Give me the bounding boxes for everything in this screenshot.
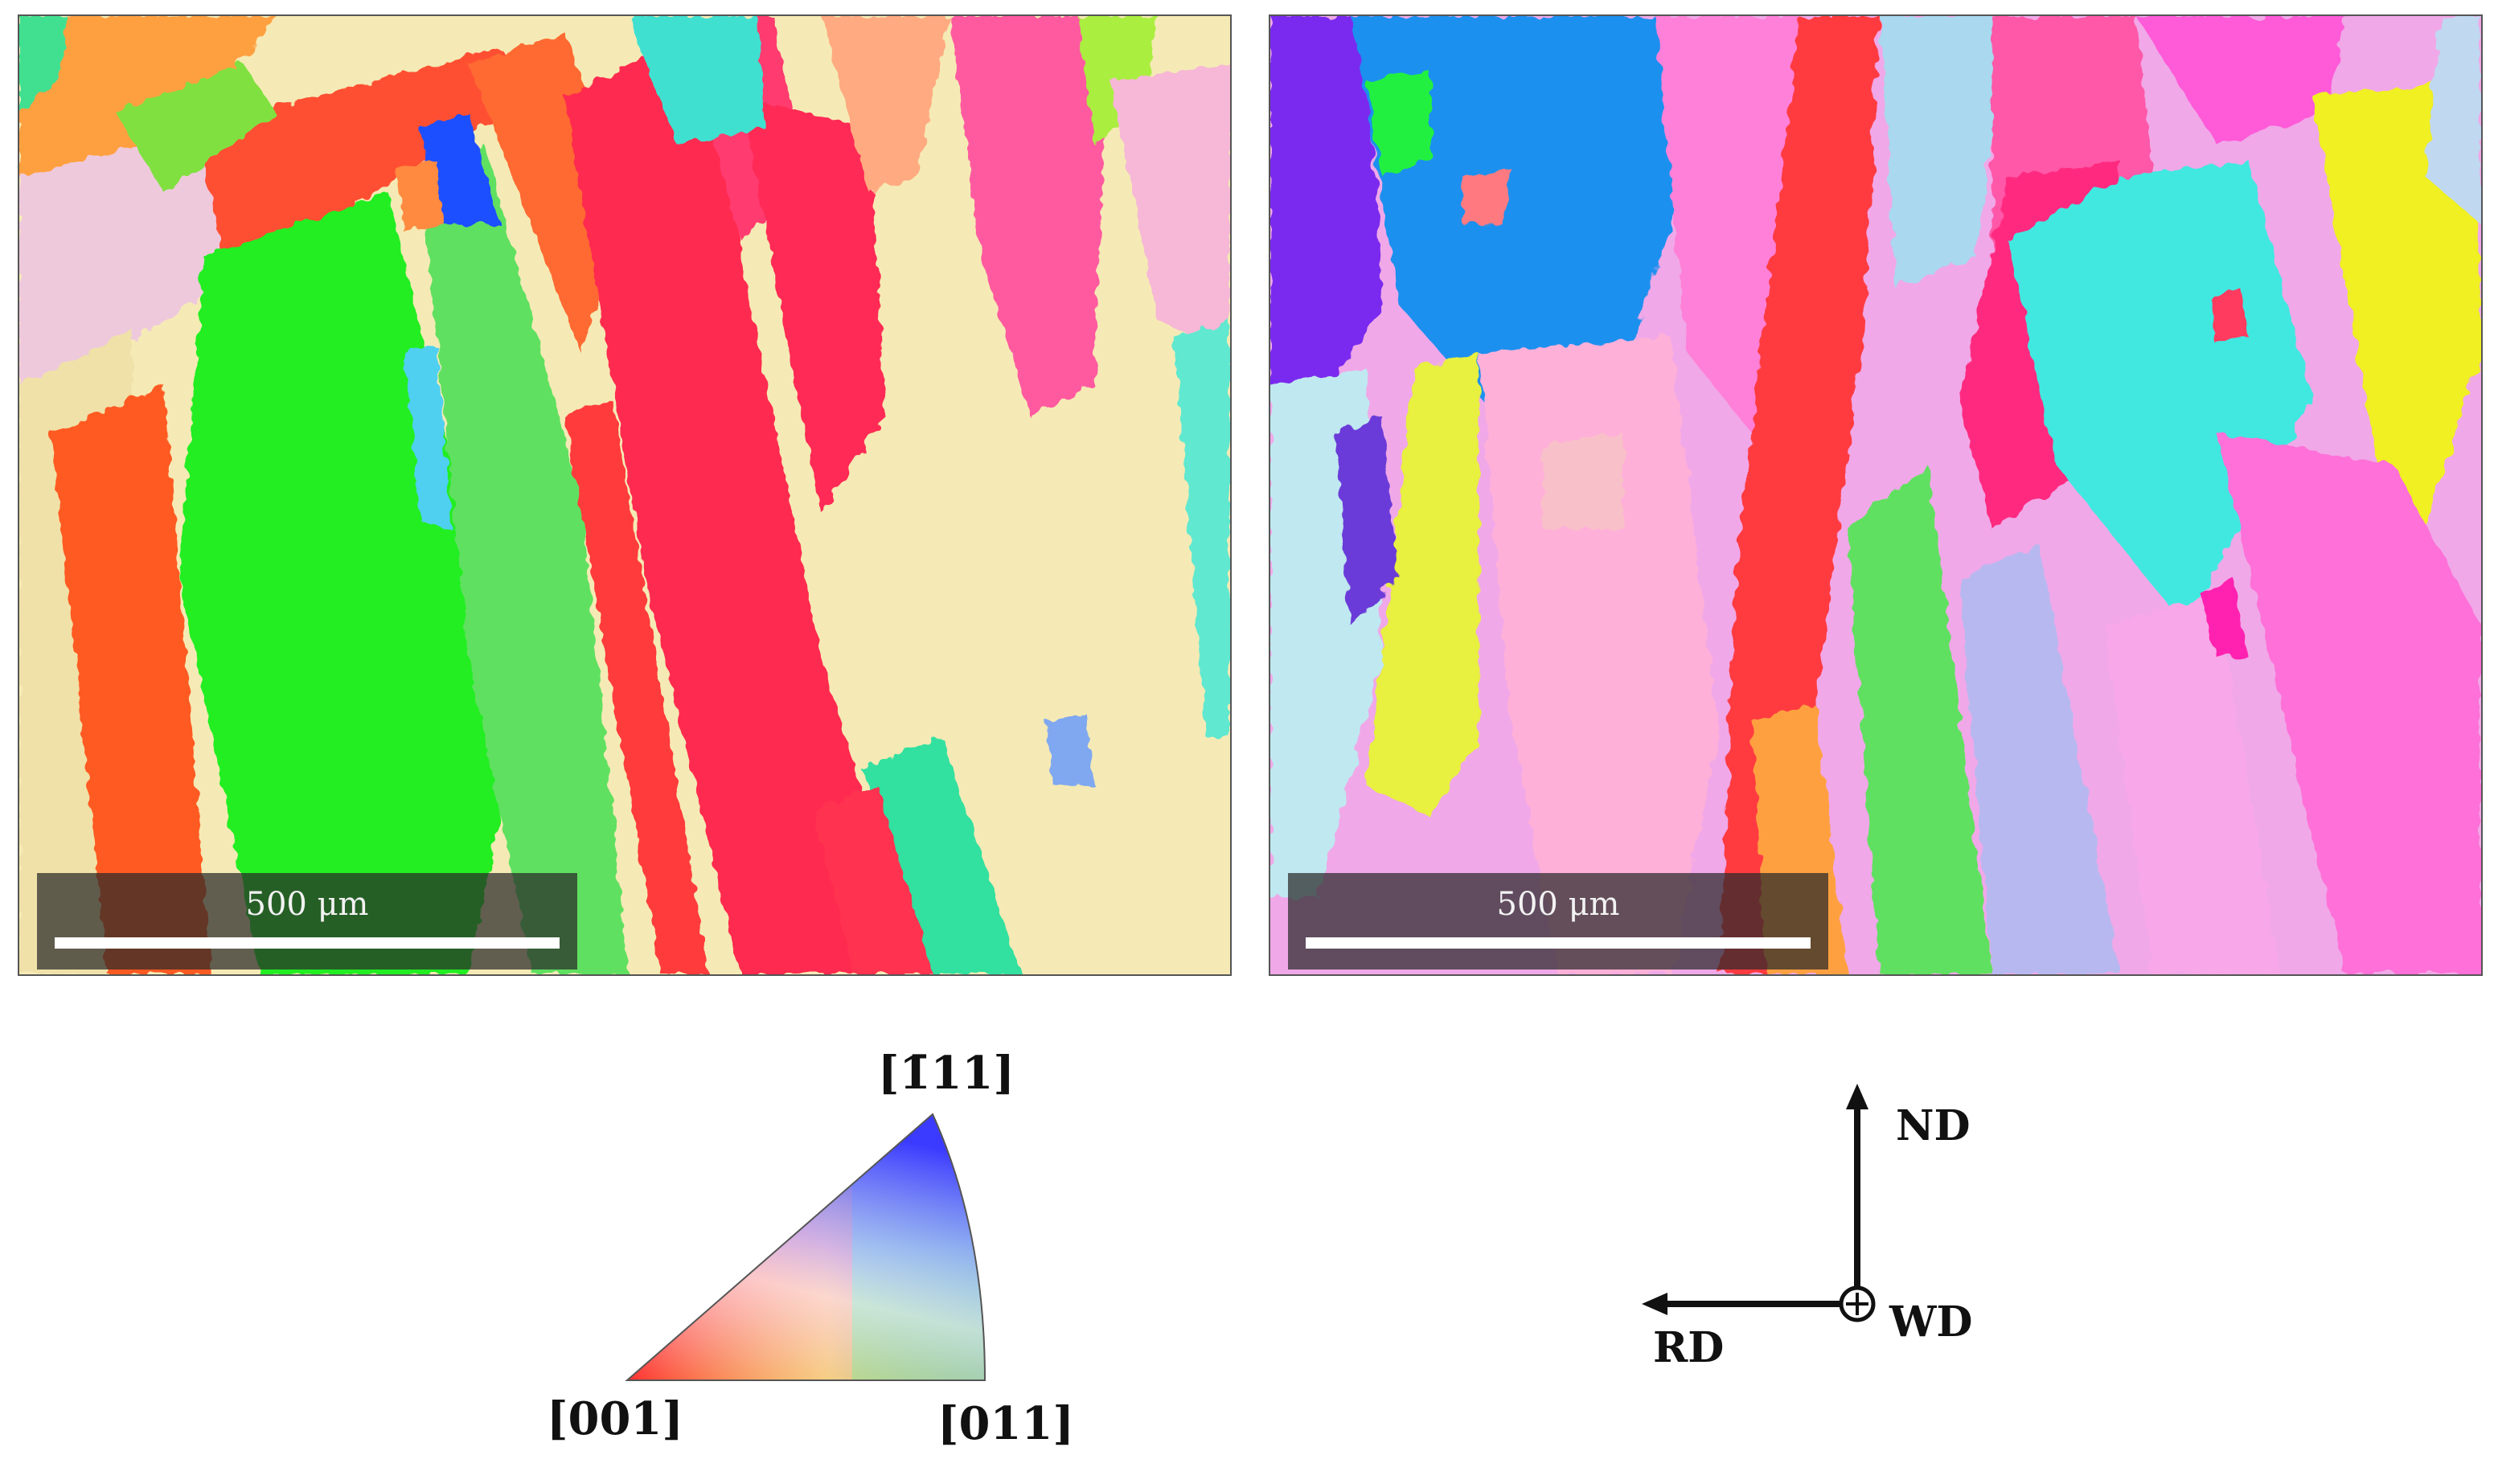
scale-bar-line bbox=[55, 937, 560, 949]
ipf-triangle-outline bbox=[625, 1113, 986, 1381]
rd-arrow-head bbox=[1642, 1293, 1667, 1315]
wd-label: WD bbox=[1889, 1297, 1973, 1347]
ipf-label-011: [011] bbox=[937, 1397, 1074, 1450]
scale-bar-right: 500 μm bbox=[1288, 873, 1828, 970]
scale-bar-left: 500 μm bbox=[37, 873, 577, 970]
nd-label: ND bbox=[1896, 1101, 1971, 1150]
scale-bar-line bbox=[1306, 937, 1811, 949]
ipf-label-001: [001] bbox=[547, 1392, 683, 1445]
coordinate-axes: ND RD WD bbox=[1616, 1077, 2018, 1399]
ebsd-map-right: 500 μm bbox=[1269, 14, 2483, 976]
axes-arrows bbox=[1642, 1084, 1876, 1322]
ipf-triangle bbox=[625, 1113, 986, 1381]
scale-bar-label: 500 μm bbox=[1496, 886, 1620, 923]
orientation-map-right bbox=[1270, 16, 2481, 974]
ipf-label-111: [1̄11] bbox=[878, 1047, 1015, 1100]
rd-label: RD bbox=[1653, 1323, 1725, 1372]
ebsd-map-left: 500 μm bbox=[18, 14, 1232, 976]
scale-bar-label: 500 μm bbox=[245, 886, 369, 923]
orientation-map-left bbox=[19, 16, 1230, 974]
ipf-color-key: [1̄11] [001] [011] bbox=[547, 1029, 1077, 1479]
nd-arrow-head bbox=[1846, 1084, 1868, 1109]
